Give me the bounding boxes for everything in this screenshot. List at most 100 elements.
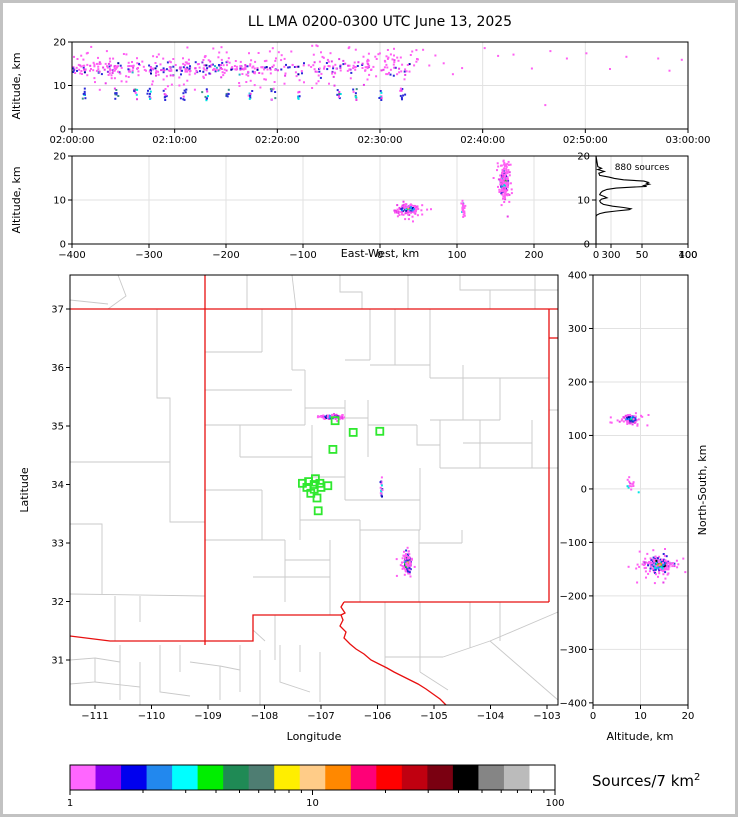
source-point xyxy=(148,92,151,95)
source-point xyxy=(506,170,509,173)
state-border xyxy=(205,614,341,642)
source-point xyxy=(662,573,665,576)
tick-label: −104 xyxy=(477,711,504,722)
source-point xyxy=(245,81,248,83)
source-point xyxy=(502,170,505,173)
colorbar-segment xyxy=(248,765,275,790)
source-point xyxy=(222,74,225,77)
source-point xyxy=(268,50,271,53)
source-point xyxy=(238,84,241,87)
source-point xyxy=(387,56,390,59)
source-point xyxy=(461,207,464,210)
source-point xyxy=(462,208,465,211)
source-point xyxy=(664,559,666,562)
source-point xyxy=(148,87,151,90)
source-point xyxy=(463,207,466,209)
source-point xyxy=(169,74,172,77)
source-point xyxy=(461,199,464,202)
tick-label: 34 xyxy=(51,480,64,491)
source-point xyxy=(89,64,92,67)
colorbar-segment xyxy=(95,765,122,790)
source-point xyxy=(270,90,273,93)
county-border xyxy=(489,640,559,701)
source-point xyxy=(502,189,504,192)
source-point xyxy=(502,195,505,198)
tick-label: −200 xyxy=(212,250,239,261)
county-border xyxy=(459,275,558,291)
source-point xyxy=(81,97,84,100)
source-point xyxy=(106,65,108,68)
source-point xyxy=(626,485,629,488)
source-point xyxy=(421,213,424,216)
source-point xyxy=(83,64,86,67)
source-point xyxy=(668,565,671,568)
tick-label: 1 xyxy=(67,798,73,809)
tick-label: −100 xyxy=(560,538,587,549)
source-point xyxy=(217,56,220,59)
source-point xyxy=(409,575,412,578)
source-point xyxy=(348,46,351,49)
source-point xyxy=(530,67,533,70)
tick-label: 20 xyxy=(682,711,695,722)
source-point xyxy=(178,84,181,87)
county-border xyxy=(69,593,206,597)
tick-label: 02:00:00 xyxy=(50,135,95,146)
source-point xyxy=(114,65,117,68)
source-point xyxy=(667,568,670,571)
source-point xyxy=(506,162,509,165)
source-point xyxy=(225,93,228,96)
county-border xyxy=(252,629,266,642)
source-point xyxy=(411,558,413,561)
source-point xyxy=(263,60,266,63)
source-point xyxy=(451,73,454,76)
source-point xyxy=(127,76,130,78)
source-point xyxy=(408,553,411,556)
source-point xyxy=(647,414,650,416)
source-point xyxy=(238,73,241,76)
source-point xyxy=(205,64,208,67)
source-point xyxy=(501,168,504,171)
source-point xyxy=(620,419,623,422)
source-point xyxy=(165,95,168,98)
source-point xyxy=(147,89,149,92)
source-point xyxy=(499,183,502,186)
source-point xyxy=(396,73,399,76)
source-point xyxy=(182,66,185,69)
colorbar-segment xyxy=(197,765,224,790)
source-point xyxy=(503,194,506,197)
source-point xyxy=(323,67,325,70)
source-point xyxy=(274,68,277,71)
source-point xyxy=(348,64,351,67)
source-point xyxy=(155,65,158,68)
source-point xyxy=(658,564,661,567)
tick-label: 200 xyxy=(524,250,543,261)
source-point xyxy=(366,58,369,61)
county-border xyxy=(94,681,141,688)
source-point xyxy=(664,561,667,564)
source-point xyxy=(661,567,664,570)
source-point xyxy=(206,90,209,93)
source-point xyxy=(186,79,189,82)
source-point xyxy=(385,55,388,58)
source-point xyxy=(684,571,687,574)
source-point xyxy=(407,550,410,553)
source-point xyxy=(646,424,649,427)
source-point xyxy=(380,476,383,479)
colorbar-segment xyxy=(350,765,377,790)
source-point xyxy=(503,176,506,179)
flash-square xyxy=(312,493,322,503)
source-point xyxy=(346,69,349,72)
source-point xyxy=(642,560,645,563)
source-point xyxy=(372,65,375,68)
source-point xyxy=(117,65,119,68)
source-point xyxy=(109,60,112,63)
source-point xyxy=(502,159,505,162)
source-point xyxy=(215,66,218,69)
source-point xyxy=(256,67,259,70)
source-point xyxy=(662,581,665,584)
source-point xyxy=(136,57,138,60)
source-point xyxy=(652,569,655,572)
source-point xyxy=(462,205,465,208)
source-point xyxy=(661,558,663,561)
tick-label: 32 xyxy=(51,597,64,608)
